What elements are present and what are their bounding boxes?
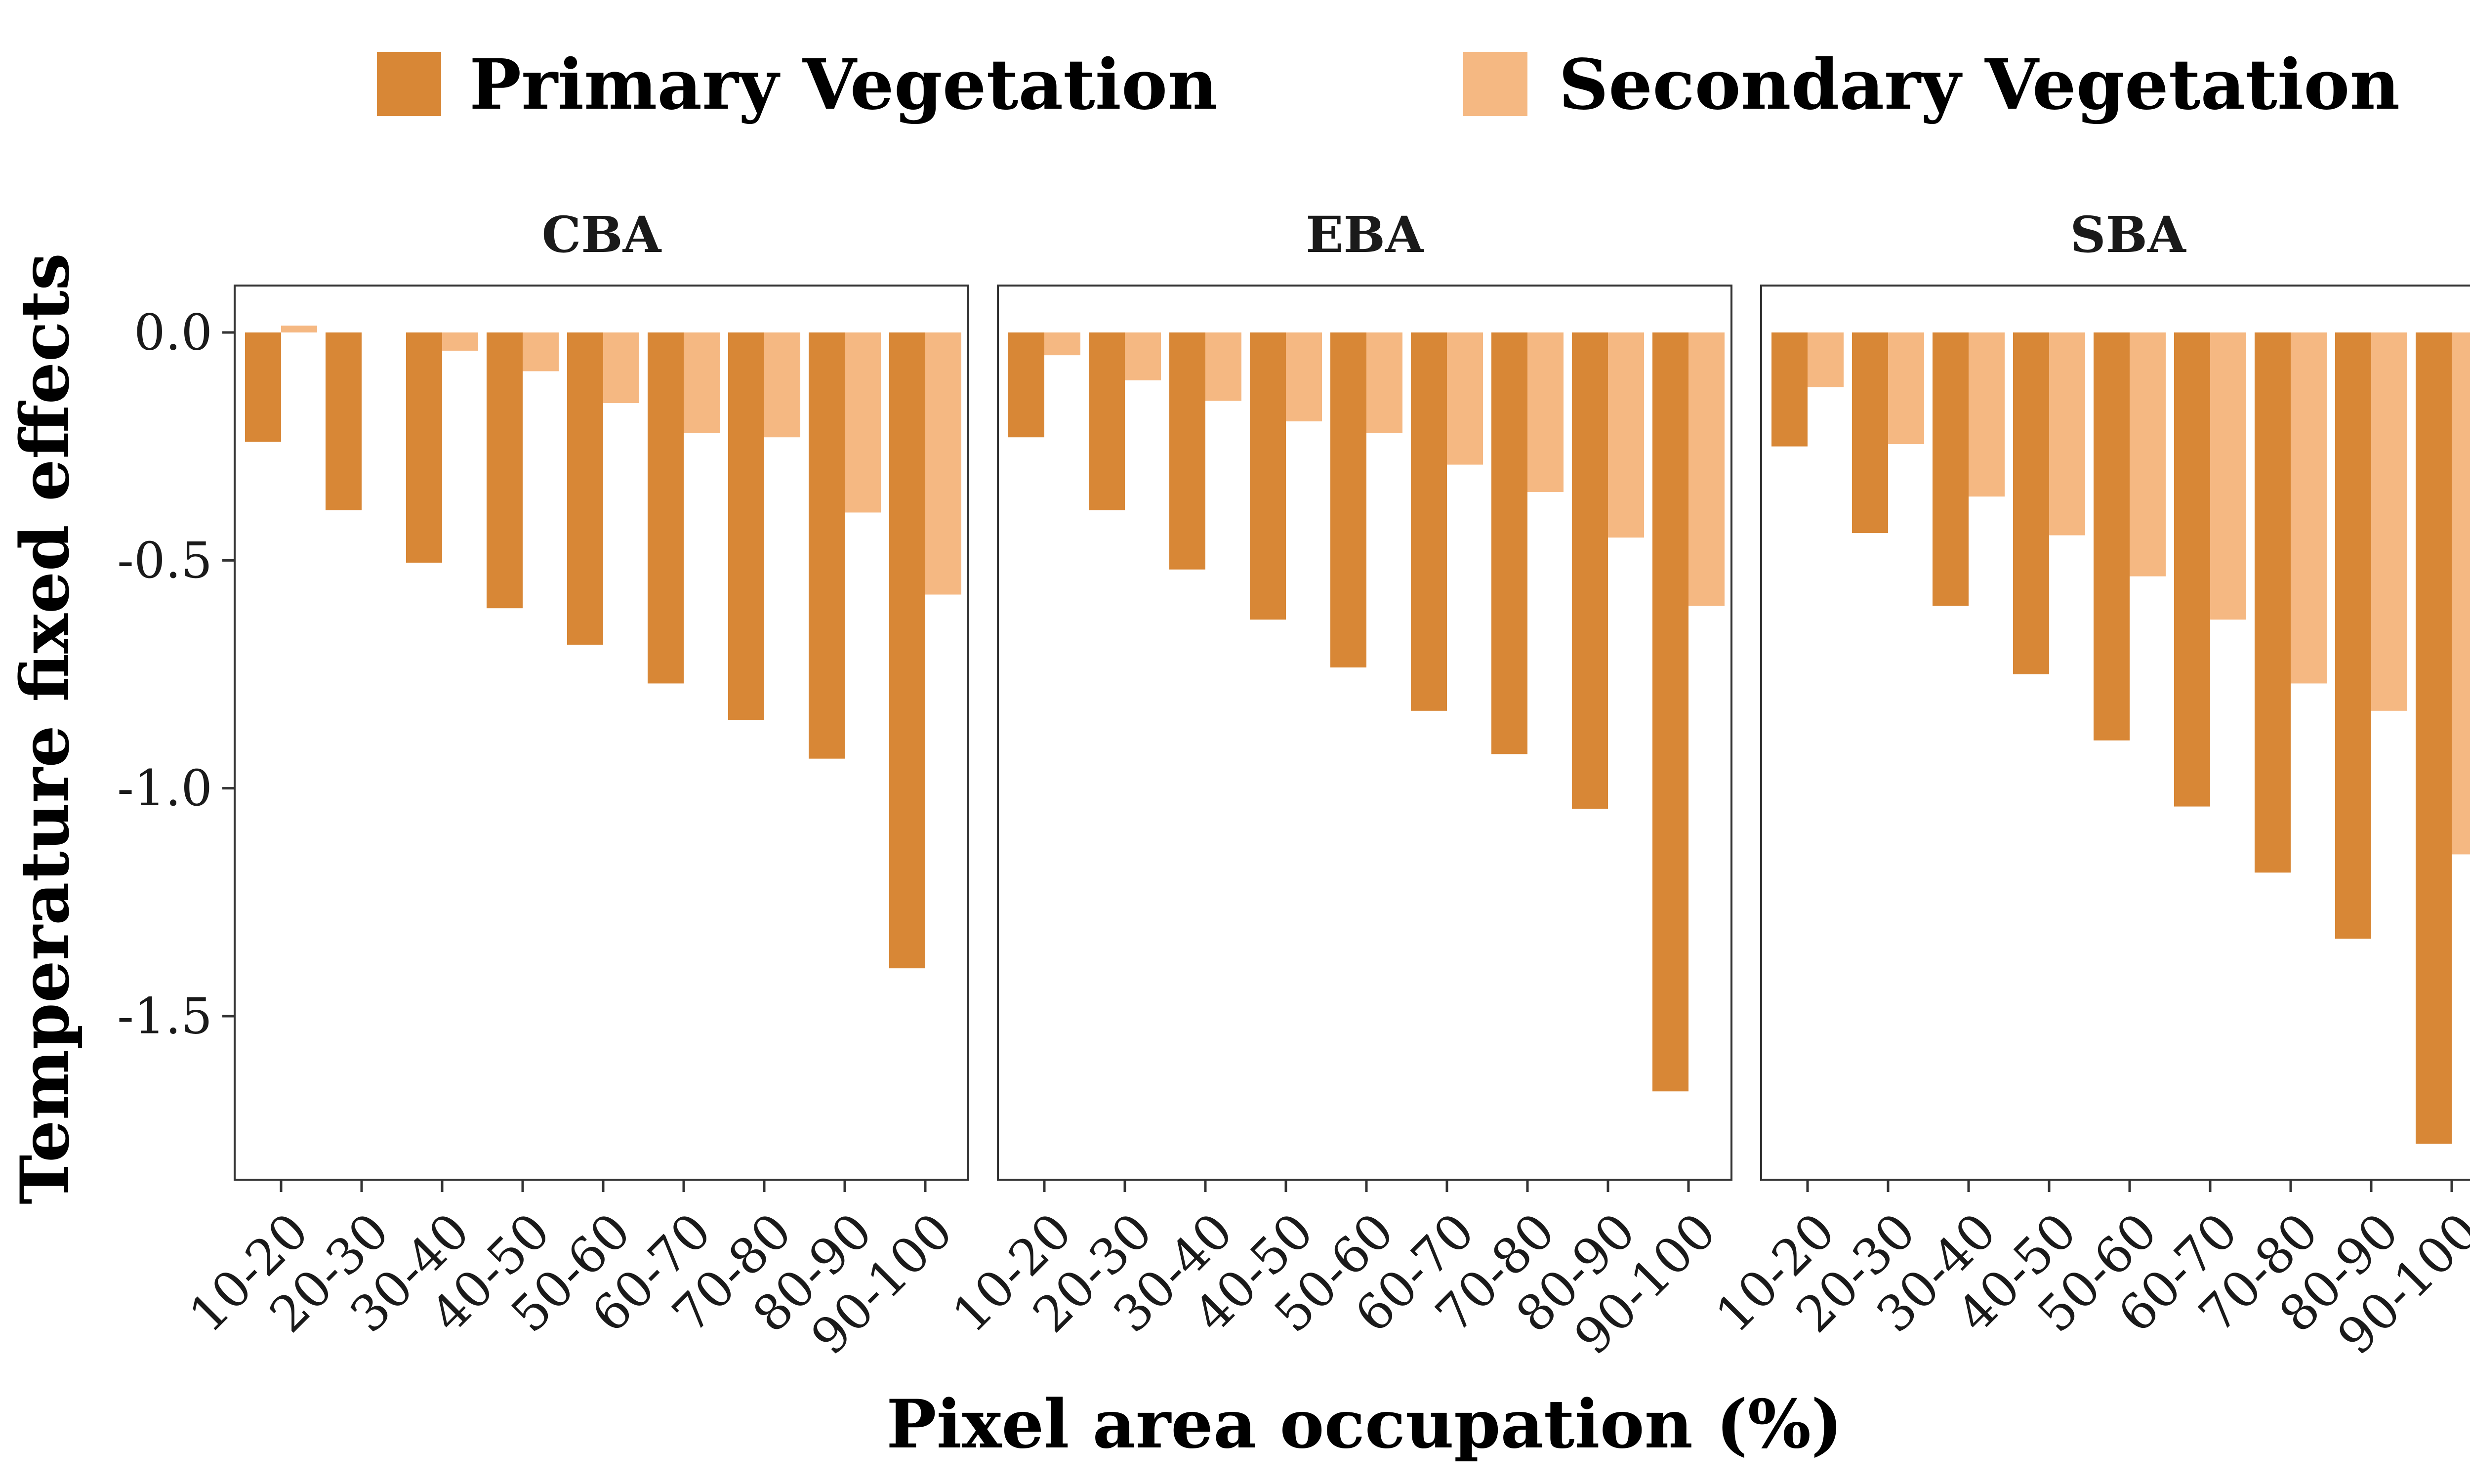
- facet-title: EBA: [1306, 206, 1424, 264]
- bar-eba-secondary-90-100: [1688, 332, 1725, 606]
- bar-cba-primary-90-100: [889, 332, 925, 969]
- bar-sba-primary-60-70: [2174, 332, 2210, 807]
- bar-eba-secondary-30-40: [1205, 332, 1241, 401]
- bar-eba-secondary-80-90: [1608, 332, 1644, 538]
- bar-cba-secondary-70-80: [764, 332, 800, 438]
- bar-eba-primary-60-70: [1411, 332, 1447, 711]
- panel-border: [997, 285, 1732, 1181]
- bar-eba-secondary-50-60: [1366, 332, 1402, 433]
- y-tick-label: 0.0: [134, 304, 212, 362]
- bar-sba-secondary-70-80: [2291, 332, 2327, 684]
- bar-sba-primary-50-60: [2094, 332, 2130, 741]
- y-tick-label: -0.5: [117, 532, 212, 589]
- bar-eba-primary-10-20: [1008, 332, 1044, 438]
- legend-key-secondary: [1463, 52, 1527, 116]
- legend-label-primary: Primary Vegetation: [469, 44, 1218, 125]
- bar-cba-primary-10-20: [245, 332, 281, 442]
- bar-cba-secondary-30-40: [442, 332, 478, 351]
- bar-eba-secondary-60-70: [1447, 332, 1483, 465]
- panel-border: [1760, 285, 2470, 1181]
- bar-sba-primary-70-80: [2255, 332, 2291, 873]
- bar-sba-secondary-40-50: [2049, 332, 2085, 536]
- bar-sba-secondary-90-100: [2452, 332, 2470, 855]
- bar-cba-primary-20-30: [326, 332, 362, 510]
- facet-title: CBA: [542, 206, 662, 264]
- bar-eba-primary-20-30: [1089, 332, 1125, 510]
- bar-sba-secondary-10-20: [1808, 332, 1844, 387]
- bar-sba-secondary-20-30: [1888, 332, 1924, 445]
- bar-sba-secondary-80-90: [2371, 332, 2407, 711]
- bar-sba-secondary-50-60: [2130, 332, 2166, 577]
- bar-cba-primary-40-50: [487, 332, 523, 609]
- facet-panels: CBA10-2020-3030-4040-5050-6060-7070-8080…: [117, 206, 2470, 1366]
- panel-border: [234, 285, 969, 1181]
- y-tick-label: -1.0: [117, 759, 212, 817]
- bar-eba-secondary-40-50: [1286, 332, 1322, 421]
- legend-key-primary: [377, 52, 441, 116]
- bar-cba-primary-60-70: [648, 332, 684, 684]
- bar-sba-primary-90-100: [2416, 332, 2452, 1144]
- facet-panel-cba: CBA10-2020-3030-4040-5050-6060-7070-8080…: [117, 206, 969, 1366]
- bar-cba-primary-50-60: [567, 332, 603, 645]
- bar-eba-secondary-10-20: [1044, 332, 1080, 356]
- x-axis-title: Pixel area occupation (%): [886, 1385, 1843, 1463]
- bar-cba-primary-70-80: [728, 332, 764, 720]
- bar-sba-primary-20-30: [1852, 332, 1888, 533]
- bar-cba-secondary-50-60: [603, 332, 639, 404]
- bar-sba-primary-40-50: [2013, 332, 2049, 674]
- bar-eba-secondary-20-30: [1125, 332, 1161, 380]
- y-tick-label: -1.5: [117, 988, 212, 1045]
- bar-eba-primary-30-40: [1169, 332, 1205, 570]
- bar-cba-secondary-90-100: [925, 332, 961, 595]
- legend-label-secondary: Secondary Vegetation: [1559, 44, 2400, 125]
- bar-cba-primary-30-40: [406, 332, 442, 563]
- facet-panel-sba: SBA10-2020-3030-4040-5050-6060-7070-8080…: [1704, 206, 2470, 1366]
- bar-eba-primary-70-80: [1491, 332, 1527, 754]
- bar-sba-primary-10-20: [1771, 332, 1808, 447]
- bar-eba-primary-50-60: [1330, 332, 1366, 668]
- bar-sba-primary-80-90: [2335, 332, 2371, 939]
- bar-eba-primary-40-50: [1250, 332, 1286, 620]
- bar-eba-primary-80-90: [1572, 332, 1608, 809]
- bar-cba-secondary-10-20: [281, 326, 317, 332]
- facet-title: SBA: [2070, 206, 2186, 264]
- bar-cba-secondary-60-70: [684, 332, 720, 433]
- bar-eba-secondary-70-80: [1527, 332, 1564, 492]
- bar-cba-secondary-80-90: [845, 332, 881, 513]
- bar-cba-primary-80-90: [809, 332, 845, 759]
- legend: Primary Vegetation Secondary Vegetation: [377, 44, 2400, 125]
- bar-sba-secondary-30-40: [1969, 332, 2005, 497]
- bar-eba-primary-90-100: [1652, 332, 1688, 1092]
- bar-sba-secondary-60-70: [2210, 332, 2246, 620]
- y-axis-title: Temperature fixed effects: [5, 253, 84, 1204]
- bar-sba-primary-30-40: [1933, 332, 1969, 606]
- facet-panel-eba: EBA10-2020-3030-4040-5050-6060-7070-8080…: [941, 206, 1732, 1366]
- bar-cba-secondary-40-50: [523, 332, 559, 371]
